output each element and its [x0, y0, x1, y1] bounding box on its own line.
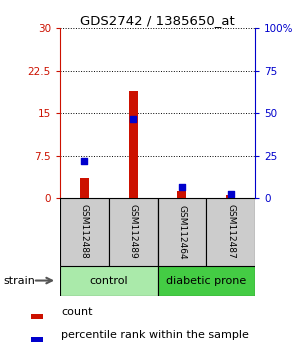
Bar: [129, 91, 137, 198]
Text: GSM112487: GSM112487: [226, 205, 235, 259]
Text: GSM112488: GSM112488: [80, 205, 89, 259]
Text: percentile rank within the sample: percentile rank within the sample: [61, 330, 249, 341]
Bar: [158, 266, 255, 296]
Bar: [206, 198, 255, 266]
Bar: [60, 198, 109, 266]
Text: strain: strain: [3, 275, 35, 286]
Bar: [31, 337, 43, 342]
Text: control: control: [89, 275, 128, 286]
Bar: [109, 198, 158, 266]
Point: [179, 184, 184, 190]
Bar: [178, 192, 186, 198]
Bar: [226, 195, 235, 198]
Point: [228, 191, 233, 197]
Bar: [80, 178, 89, 198]
Text: GSM112489: GSM112489: [129, 205, 138, 259]
Bar: [31, 314, 43, 319]
Title: GDS2742 / 1385650_at: GDS2742 / 1385650_at: [80, 14, 235, 27]
Text: diabetic prone: diabetic prone: [166, 275, 246, 286]
Text: GSM112464: GSM112464: [177, 205, 186, 259]
Text: count: count: [61, 307, 92, 318]
Bar: [60, 266, 158, 296]
Point: [131, 116, 136, 122]
Point: [82, 158, 87, 164]
Bar: [158, 198, 206, 266]
